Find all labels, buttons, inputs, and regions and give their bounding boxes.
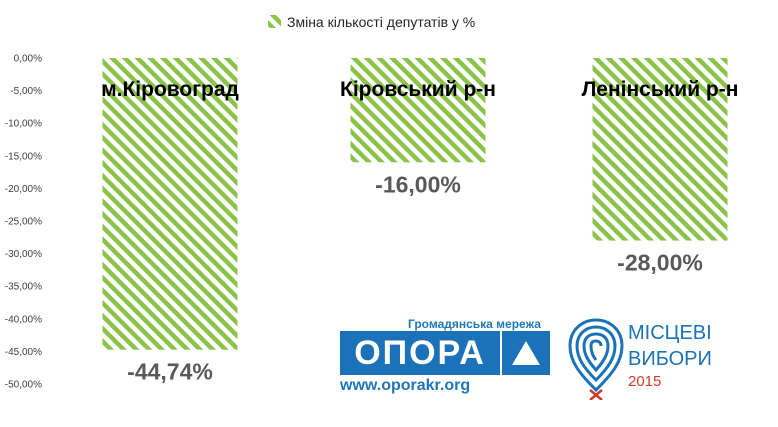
opora-name: ОПОРА <box>340 331 500 375</box>
y-axis: 0,00% -5,00% -10,00% -15,00% -20,00% -25,00% -… <box>5 54 42 391</box>
y-tick-label: -20,00% <box>5 184 42 195</box>
bars <box>102 58 728 350</box>
category-label: Кіровський р-н <box>340 78 496 101</box>
y-tick-label: -50,00% <box>5 380 42 391</box>
opora-tagline: Громадянська мережа <box>408 317 541 331</box>
y-tick-label: 0,00% <box>14 54 42 65</box>
category-labels: м.Кіровоград Кіровський р-н Ленінський р-н <box>101 78 738 101</box>
y-tick-label: -35,00% <box>5 282 42 293</box>
legend: Зміна кількості депутатів у % <box>268 14 475 30</box>
value-label: -44,74% <box>127 359 213 385</box>
elections-line2: ВИБОРИ <box>628 348 712 370</box>
local-elections-logo: МІСЦЕВІ ВИБОРИ 2015 <box>566 316 726 400</box>
legend-label: Зміна кількості депутатів у % <box>287 14 475 30</box>
bar <box>592 58 728 241</box>
opora-logo: Громадянська мережа ОПОРА www.oporakr.or… <box>340 317 558 399</box>
y-tick-label: -10,00% <box>5 119 42 130</box>
y-tick-label: -40,00% <box>5 314 42 325</box>
opora-url: www.oporakr.org <box>340 377 471 394</box>
value-label: -28,00% <box>617 250 703 276</box>
triangle-icon <box>502 331 550 375</box>
y-tick-label: -45,00% <box>5 347 42 358</box>
category-label: Ленінський р-н <box>582 78 739 101</box>
y-tick-label: -30,00% <box>5 249 42 260</box>
bar <box>350 58 486 163</box>
value-label: -16,00% <box>375 171 461 197</box>
category-label: м.Кіровоград <box>101 78 239 101</box>
y-tick-label: -25,00% <box>5 217 42 228</box>
elections-year: 2015 <box>628 373 662 390</box>
legend-swatch <box>268 15 281 28</box>
elections-line1: МІСЦЕВІ <box>628 322 712 344</box>
fingerprint-pin-icon <box>568 318 624 400</box>
bar <box>102 58 238 350</box>
value-labels: -44,74% -16,00% -28,00% <box>127 171 703 384</box>
y-tick-label: -5,00% <box>10 86 42 97</box>
y-tick-label: -15,00% <box>5 151 42 162</box>
